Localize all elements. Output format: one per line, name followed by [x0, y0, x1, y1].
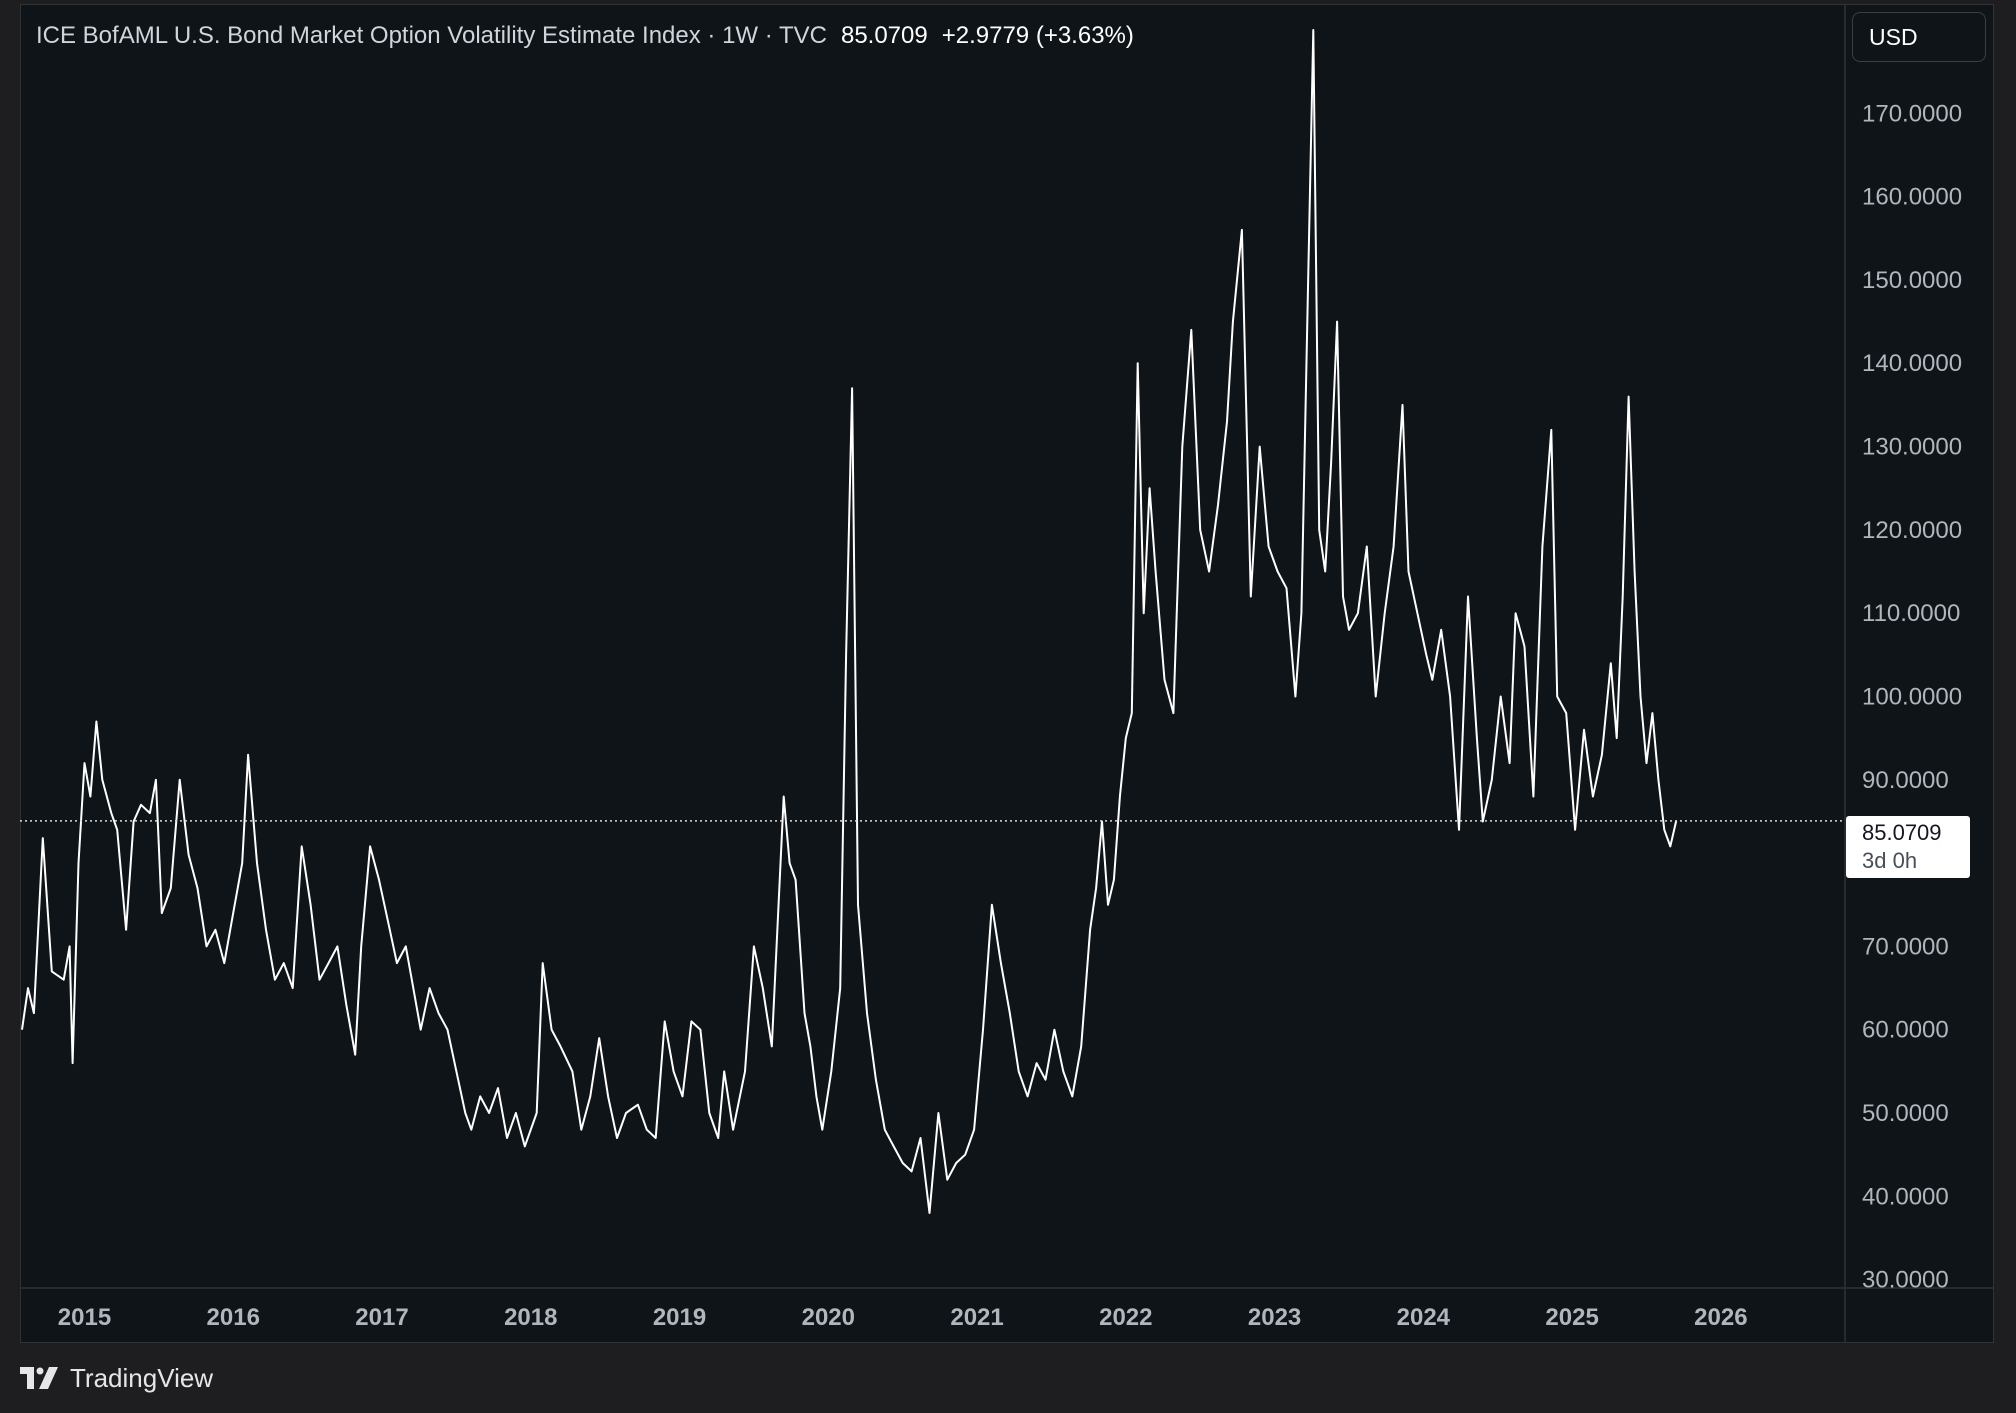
y-tick-label: 100.0000	[1862, 683, 1962, 710]
y-tick-label: 30.0000	[1862, 1267, 1949, 1294]
brand-name: TradingView	[70, 1362, 214, 1393]
y-tick-label: 130.0000	[1862, 434, 1962, 461]
last-price-value: 85.0709	[1862, 820, 1942, 845]
y-tick-label: 40.0000	[1862, 1183, 1949, 1210]
y-tick-label: 50.0000	[1862, 1100, 1949, 1127]
bar-countdown: 3d 0h	[1862, 848, 1918, 873]
x-tick-label: 2025	[1545, 1304, 1598, 1331]
x-tick-label: 2020	[802, 1304, 855, 1331]
symbol-title[interactable]: ICE BofAML U.S. Bond Market Option Volat…	[36, 22, 827, 49]
last-price-label: 85.0709 3d 0h	[1846, 816, 1970, 878]
x-tick-label: 2026	[1694, 1304, 1747, 1331]
y-tick-label: 90.0000	[1862, 767, 1949, 794]
y-tick-label: 60.0000	[1862, 1017, 1949, 1044]
y-tick-label: 140.0000	[1862, 350, 1962, 377]
x-tick-label: 2018	[504, 1304, 557, 1331]
currency-button[interactable]: USD	[1852, 12, 1986, 62]
series-line	[21, 29, 1678, 1214]
x-tick-label: 2021	[950, 1304, 1003, 1331]
chart-area[interactable]	[20, 4, 1994, 1343]
x-tick-label: 2015	[58, 1304, 111, 1331]
brand-footer[interactable]: TradingView	[20, 1362, 213, 1394]
y-tick-label: 170.0000	[1862, 100, 1962, 127]
last-value: 85.0709	[840, 22, 928, 49]
y-tick-label: 70.0000	[1862, 933, 1949, 960]
x-tick-label: 2016	[207, 1304, 260, 1331]
y-tick-label: 160.0000	[1862, 184, 1962, 211]
x-tick-label: 2022	[1099, 1304, 1152, 1331]
x-tick-label: 2024	[1397, 1304, 1451, 1331]
y-tick-label: 120.0000	[1862, 517, 1962, 544]
x-tick-label: 2023	[1248, 1304, 1301, 1331]
x-tick-label: 2019	[653, 1304, 706, 1331]
x-tick-label: 2017	[355, 1304, 408, 1331]
y-tick-label: 150.0000	[1862, 267, 1962, 294]
chart-legend: ICE BofAML U.S. Bond Market Option Volat…	[36, 20, 1134, 52]
currency-label: USD	[1869, 23, 1918, 50]
tradingview-logo-icon	[20, 1367, 58, 1389]
y-tick-label: 110.0000	[1862, 600, 1960, 627]
change-value: +2.9779 (+3.63%)	[941, 22, 1134, 49]
